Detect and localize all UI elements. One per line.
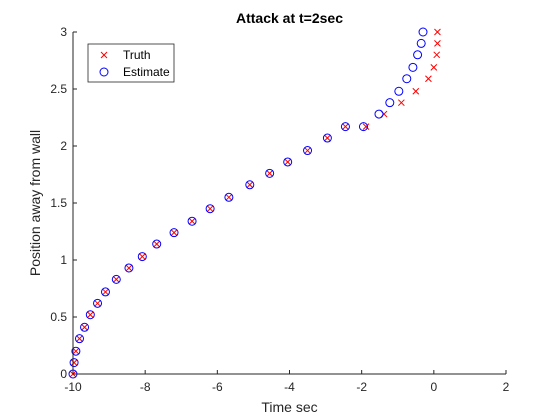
truth-point bbox=[425, 75, 432, 83]
estimate-point bbox=[416, 38, 426, 48]
y-tick-label: 3 bbox=[60, 25, 67, 39]
estimate-point bbox=[245, 180, 255, 190]
truth-point bbox=[112, 276, 120, 283]
estimate-point bbox=[169, 228, 179, 238]
estimate-point bbox=[71, 346, 81, 356]
truth-point bbox=[430, 63, 438, 71]
x-tick-label: -2 bbox=[356, 380, 367, 394]
legend-truth-marker bbox=[100, 51, 108, 59]
x-tick-label: -4 bbox=[284, 380, 295, 394]
legend-o-marker bbox=[99, 67, 109, 77]
estimate-point bbox=[402, 74, 412, 84]
truth-point bbox=[86, 311, 94, 319]
truth-point bbox=[188, 217, 196, 225]
estimate-point bbox=[413, 50, 423, 60]
chart-title: Attack at t=2sec bbox=[236, 10, 343, 26]
estimate-point bbox=[100, 287, 110, 297]
truth-point bbox=[434, 40, 441, 47]
legend: Truth Estimate bbox=[87, 43, 175, 83]
estimate-point bbox=[340, 122, 350, 132]
x-axis-label: Time sec bbox=[261, 399, 317, 415]
x-tick-label: 0 bbox=[430, 380, 437, 394]
estimate-point bbox=[111, 274, 121, 284]
estimate-point bbox=[187, 216, 197, 226]
truth-point bbox=[153, 240, 161, 248]
truth-point bbox=[138, 253, 146, 260]
legend-estimate-marker bbox=[99, 67, 109, 77]
y-axis-label: Position away from wall bbox=[27, 130, 43, 276]
truth-point bbox=[76, 335, 83, 343]
estimate-point bbox=[152, 239, 162, 249]
truth-point bbox=[324, 134, 331, 142]
truth-point bbox=[70, 359, 78, 366]
truth-point bbox=[94, 299, 101, 307]
estimate-point bbox=[303, 146, 313, 156]
truth-point bbox=[433, 51, 441, 59]
estimate-point bbox=[74, 334, 84, 344]
y-tick-label: 0.5 bbox=[50, 310, 67, 324]
truth-point bbox=[380, 110, 388, 118]
truth-point bbox=[266, 170, 274, 177]
plot-area bbox=[73, 32, 506, 374]
y-tick-label: 1 bbox=[60, 253, 67, 267]
estimate-point bbox=[69, 358, 79, 368]
series-layer bbox=[68, 27, 441, 379]
estimate-point bbox=[205, 204, 215, 214]
y-tick-label: 0 bbox=[60, 367, 67, 381]
truth-point bbox=[284, 158, 292, 166]
truth-point bbox=[125, 264, 133, 272]
estimate-point bbox=[358, 122, 368, 132]
y-tick-label: 2 bbox=[60, 139, 67, 153]
estimate-point bbox=[385, 98, 395, 108]
estimate-point bbox=[374, 109, 384, 119]
truth-point bbox=[72, 347, 80, 355]
series-truth bbox=[69, 28, 441, 378]
estimate-point bbox=[137, 252, 147, 262]
x-tick-label: -8 bbox=[140, 380, 151, 394]
truth-point bbox=[81, 323, 88, 331]
estimate-point bbox=[265, 168, 275, 178]
truth-point bbox=[412, 87, 420, 95]
y-tick-label: 2.5 bbox=[50, 82, 67, 96]
x-tick-label: 2 bbox=[503, 380, 510, 394]
series-estimate bbox=[68, 27, 428, 379]
truth-point bbox=[225, 193, 233, 201]
truth-point bbox=[342, 123, 349, 130]
estimate-point bbox=[85, 310, 95, 320]
x-tick-label: -10 bbox=[64, 380, 82, 394]
legend-x-marker bbox=[100, 51, 108, 59]
legend-estimate-label: Estimate bbox=[123, 65, 170, 79]
legend-truth-label: Truth bbox=[123, 48, 151, 62]
truth-point bbox=[398, 99, 405, 107]
truth-point bbox=[102, 288, 109, 296]
estimate-point bbox=[283, 157, 293, 167]
truth-point bbox=[246, 181, 254, 189]
estimate-point bbox=[394, 86, 404, 96]
estimate-point bbox=[224, 192, 234, 202]
x-tick-label: -6 bbox=[212, 380, 223, 394]
y-tick-label: 1.5 bbox=[50, 196, 67, 210]
ticks-layer: -10 -8 -6 -4 -2 0 2 0 0.5 1 1.5 2 2.5 3 bbox=[50, 25, 509, 394]
truth-point bbox=[170, 229, 178, 236]
estimate-point bbox=[322, 133, 332, 143]
estimate-point bbox=[124, 263, 134, 273]
estimate-point bbox=[80, 322, 90, 332]
estimate-point bbox=[93, 298, 103, 308]
truth-point bbox=[304, 147, 311, 154]
truth-point bbox=[206, 205, 214, 213]
estimate-point bbox=[418, 27, 428, 37]
truth-point bbox=[362, 123, 370, 130]
truth-point bbox=[434, 28, 441, 36]
estimate-point bbox=[408, 62, 418, 72]
